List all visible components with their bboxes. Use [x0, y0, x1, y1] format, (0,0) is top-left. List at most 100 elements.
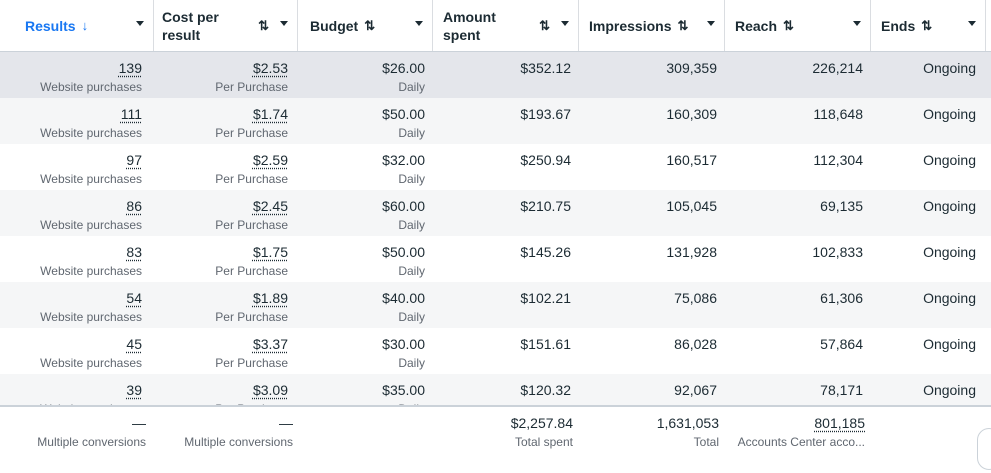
cpr-caption: Per Purchase	[154, 76, 288, 94]
reach-value: 112,304	[725, 144, 863, 168]
cell-impressions: 105,045	[579, 190, 725, 236]
budget-value: $30.00	[298, 328, 425, 352]
ends-value: Ongoing	[871, 374, 976, 398]
table-totals-row: — Multiple conversions — Multiple conver…	[0, 405, 991, 473]
chevron-down-icon[interactable]	[968, 21, 976, 26]
reach-value: 226,214	[725, 52, 863, 76]
results-value[interactable]: 54	[126, 290, 142, 306]
total-reach-value[interactable]: 801,185	[725, 407, 865, 431]
cell-results[interactable]: 83 Website purchases	[0, 236, 154, 282]
cell-results[interactable]: 111 Website purchases	[0, 98, 154, 144]
sort-icon[interactable]: ⇅	[921, 18, 932, 34]
total-cpr-value: —	[154, 407, 293, 431]
chevron-down-icon[interactable]	[280, 21, 288, 26]
cell-cost-per-result[interactable]: $3.37 Per Purchase	[154, 328, 298, 374]
cell-results[interactable]: 139 Website purchases	[0, 52, 154, 98]
results-value[interactable]: 139	[119, 60, 142, 76]
cell-results[interactable]: 54 Website purchases	[0, 282, 154, 328]
budget-caption: Daily	[298, 168, 425, 186]
cell-results[interactable]: 97 Website purchases	[0, 144, 154, 190]
results-value[interactable]: 86	[126, 198, 142, 214]
column-header-reach[interactable]: Reach ⇅	[725, 0, 871, 51]
cpr-value[interactable]: $3.37	[253, 336, 288, 352]
sort-icon[interactable]: ⇅	[364, 18, 375, 34]
cell-budget: $30.00 Daily	[298, 328, 433, 374]
total-reach[interactable]: 801,185 Accounts Center acco...	[725, 407, 871, 473]
cell-ends: Ongoing	[871, 374, 986, 407]
chevron-down-icon[interactable]	[561, 21, 569, 26]
cpr-value[interactable]: $1.74	[253, 106, 288, 122]
cpr-value[interactable]: $2.59	[253, 152, 288, 168]
results-caption: Website purchases	[0, 260, 142, 278]
cell-budget: $26.00 Daily	[298, 52, 433, 98]
cell-cost-per-result[interactable]: $1.74 Per Purchase	[154, 98, 298, 144]
cell-cost-per-result[interactable]: $2.59 Per Purchase	[154, 144, 298, 190]
chevron-down-icon[interactable]	[853, 21, 861, 26]
horizontal-scroll-handle[interactable]	[977, 428, 991, 470]
sort-icon[interactable]: ⇅	[258, 18, 269, 34]
cell-amount-spent: $250.94	[433, 144, 579, 190]
reach-value: 118,648	[725, 98, 863, 122]
sort-icon[interactable]: ⇅	[783, 18, 794, 34]
column-header-ends[interactable]: Ends ⇅	[871, 0, 986, 51]
column-header-label: Budget	[310, 17, 358, 35]
table-row[interactable]: 45 Website purchases $3.37 Per Purchase $30.…	[0, 328, 991, 374]
results-value[interactable]: 39	[126, 382, 142, 398]
chevron-down-icon[interactable]	[415, 21, 423, 26]
ends-value: Ongoing	[871, 144, 976, 168]
column-header-amount-spent[interactable]: Amount spent ⇅	[433, 0, 579, 51]
table-row[interactable]: 83 Website purchases $1.75 Per Purchase $50.…	[0, 236, 991, 282]
sort-icon[interactable]: ⇅	[539, 18, 550, 34]
cpr-value[interactable]: $1.75	[253, 244, 288, 260]
table-row[interactable]: 97 Website purchases $2.59 Per Purchase $32.…	[0, 144, 991, 190]
cpr-value[interactable]: $1.89	[253, 290, 288, 306]
cell-impressions: 309,359	[579, 52, 725, 98]
cpr-value[interactable]: $2.53	[253, 60, 288, 76]
cell-cost-per-result[interactable]: $1.75 Per Purchase	[154, 236, 298, 282]
cell-results[interactable]: 86 Website purchases	[0, 190, 154, 236]
table-row[interactable]: 111 Website purchases $1.74 Per Purchase $50…	[0, 98, 991, 144]
results-value[interactable]: 97	[126, 152, 142, 168]
column-header-cost-per-result[interactable]: Cost per result ⇅	[154, 0, 298, 51]
column-header-label: Ends	[881, 17, 915, 35]
results-value[interactable]: 45	[126, 336, 142, 352]
budget-value: $50.00	[298, 98, 425, 122]
results-caption: Website purchases	[0, 76, 142, 94]
cell-results[interactable]: 45 Website purchases	[0, 328, 154, 374]
cell-ends: Ongoing	[871, 236, 986, 282]
cell-cost-per-result[interactable]: $1.89 Per Purchase	[154, 282, 298, 328]
table-row[interactable]: 139 Website purchases $2.53 Per Purchase $26…	[0, 52, 991, 98]
impressions-value: 86,028	[579, 328, 717, 352]
cell-cost-per-result[interactable]: $2.45 Per Purchase	[154, 190, 298, 236]
cpr-caption: Per Purchase	[154, 122, 288, 140]
chevron-down-icon[interactable]	[136, 21, 144, 26]
cell-ends: Ongoing	[871, 190, 986, 236]
cell-cost-per-result[interactable]: $3.09Per Purchase	[154, 374, 298, 407]
table-row[interactable]: 86 Website purchases $2.45 Per Purchase $60.…	[0, 190, 991, 236]
cell-reach: 61,306	[725, 282, 871, 328]
chevron-down-icon[interactable]	[707, 21, 715, 26]
sort-arrow-down-icon[interactable]: ↓	[82, 18, 89, 33]
results-value[interactable]: 83	[126, 244, 142, 260]
results-value[interactable]: 111	[121, 106, 142, 122]
cell-ends: Ongoing	[871, 144, 986, 190]
table-row[interactable]: 39Website purchases$3.09Per Purchase$35.…	[0, 374, 991, 407]
column-header-results[interactable]: Results ↓	[0, 0, 154, 51]
cell-impressions: 160,517	[579, 144, 725, 190]
total-spent-value: $2,257.84	[433, 407, 573, 431]
table-row[interactable]: 54 Website purchases $1.89 Per Purchase $40.…	[0, 282, 991, 328]
cpr-value[interactable]: $3.09	[253, 382, 288, 398]
cell-amount-spent: $193.67	[433, 98, 579, 144]
column-header-impressions[interactable]: Impressions ⇅	[579, 0, 725, 51]
column-header-budget[interactable]: Budget ⇅	[298, 0, 433, 51]
cell-cost-per-result[interactable]: $2.53 Per Purchase	[154, 52, 298, 98]
cell-amount-spent: $352.12	[433, 52, 579, 98]
cell-budget: $35.00Daily	[298, 374, 433, 407]
amount-spent-value: $120.32	[433, 374, 571, 398]
cpr-value[interactable]: $2.45	[253, 198, 288, 214]
cell-results[interactable]: 39Website purchases	[0, 374, 154, 407]
cell-reach: 118,648	[725, 98, 871, 144]
amount-spent-value: $250.94	[433, 144, 571, 168]
amount-spent-value: $102.21	[433, 282, 571, 306]
sort-icon[interactable]: ⇅	[677, 18, 688, 34]
